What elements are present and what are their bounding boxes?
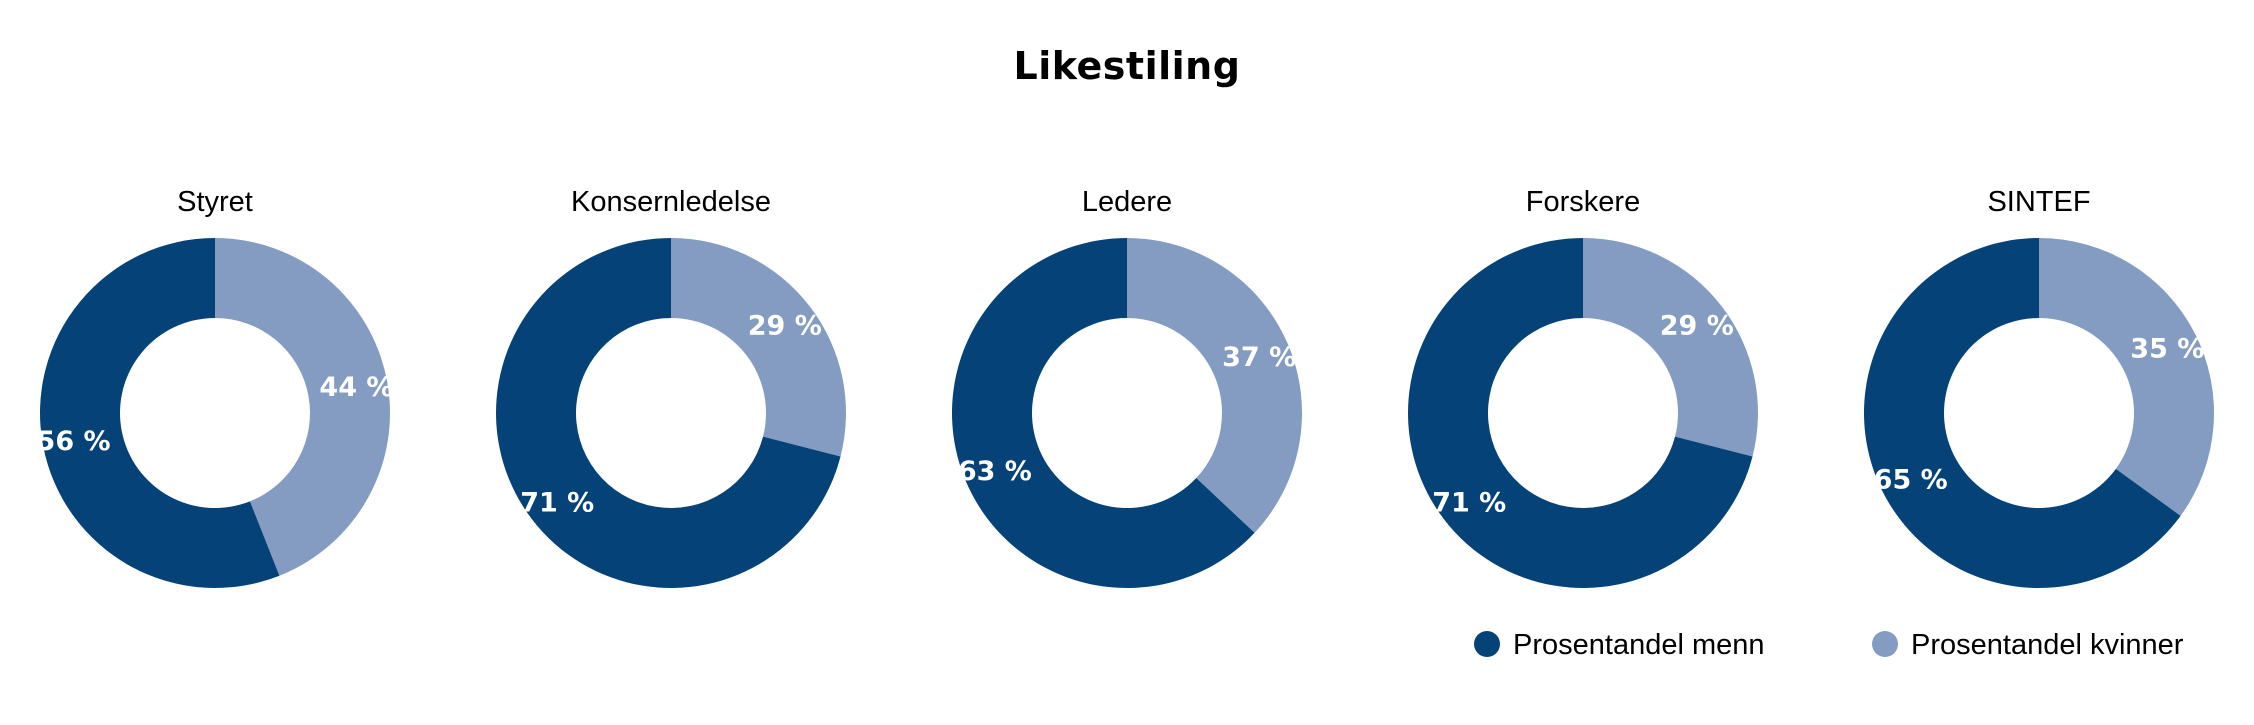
- donut-ledere: Ledere 37 % 63 %: [951, 186, 1302, 588]
- legend-marker-women: [1872, 631, 1898, 657]
- legend-label-women: Prosentandel kvinner: [1911, 629, 2184, 661]
- slice-men-styret: [39, 238, 280, 588]
- panel-title-sintef: SINTEF: [1987, 186, 2090, 218]
- panel-title-styret: Styret: [177, 186, 253, 218]
- panel-title-ledere: Ledere: [1082, 186, 1172, 218]
- slice-men-ledere: [951, 238, 1255, 588]
- slice-women-ledere: [1127, 238, 1302, 533]
- donut-forskere: Forskere 29 % 71 %: [1407, 186, 1759, 588]
- legend: Prosentandel menn Prosentandel kvinner: [1474, 629, 2184, 661]
- panel-title-konsernledelse: Konsernledelse: [571, 186, 771, 218]
- label-men-konsernledelse: 71 %: [520, 487, 594, 518]
- label-women-styret: 44 %: [319, 372, 393, 403]
- chart-title: Likestiling: [1013, 44, 1241, 88]
- label-women-sintef: 35 %: [2130, 334, 2204, 365]
- slice-men-sintef: [1864, 238, 2181, 588]
- slice-women-sintef: [2039, 238, 2214, 516]
- donut-sintef: SINTEF 35 % 65 %: [1864, 186, 2214, 588]
- slice-women-konsernledelse: [671, 238, 847, 457]
- legend-marker-men: [1474, 631, 1500, 657]
- slice-women-forskere: [1583, 238, 1759, 457]
- slice-men-forskere: [1407, 238, 1753, 588]
- label-women-konsernledelse: 29 %: [748, 311, 822, 342]
- legend-label-men: Prosentandel menn: [1513, 629, 1765, 661]
- slice-women-styret: [215, 238, 390, 576]
- label-men-forskere: 71 %: [1432, 487, 1506, 518]
- slice-men-konsernledelse: [495, 238, 841, 588]
- label-women-forskere: 29 %: [1660, 311, 1734, 342]
- donut-styret: Styret 44 % 56 %: [37, 186, 393, 588]
- donut-konsernledelse: Konsernledelse 29 % 71 %: [495, 186, 847, 588]
- panel-title-forskere: Forskere: [1526, 186, 1640, 218]
- label-men-sintef: 65 %: [1874, 464, 1948, 495]
- label-men-styret: 56 %: [37, 426, 111, 457]
- label-women-ledere: 37 %: [1222, 342, 1296, 373]
- label-men-ledere: 63 %: [958, 456, 1032, 487]
